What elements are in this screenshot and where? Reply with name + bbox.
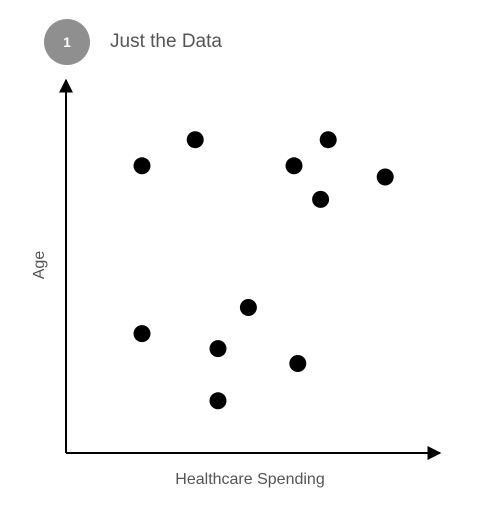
data-point xyxy=(376,168,394,186)
x-axis-label: Healthcare Spending xyxy=(175,471,324,488)
data-point xyxy=(133,325,151,343)
data-point xyxy=(209,392,227,410)
data-point xyxy=(285,157,303,175)
data-point xyxy=(312,190,330,208)
data-point xyxy=(289,355,307,372)
data-points xyxy=(133,131,394,410)
step-number-badge: 1 xyxy=(44,19,90,65)
data-point xyxy=(319,131,337,149)
y-axis-label: Age xyxy=(31,251,48,280)
chart-title: Just the Data xyxy=(110,31,222,52)
data-point xyxy=(209,340,227,358)
data-point xyxy=(186,131,204,149)
data-point xyxy=(239,299,257,316)
data-point xyxy=(133,157,151,175)
